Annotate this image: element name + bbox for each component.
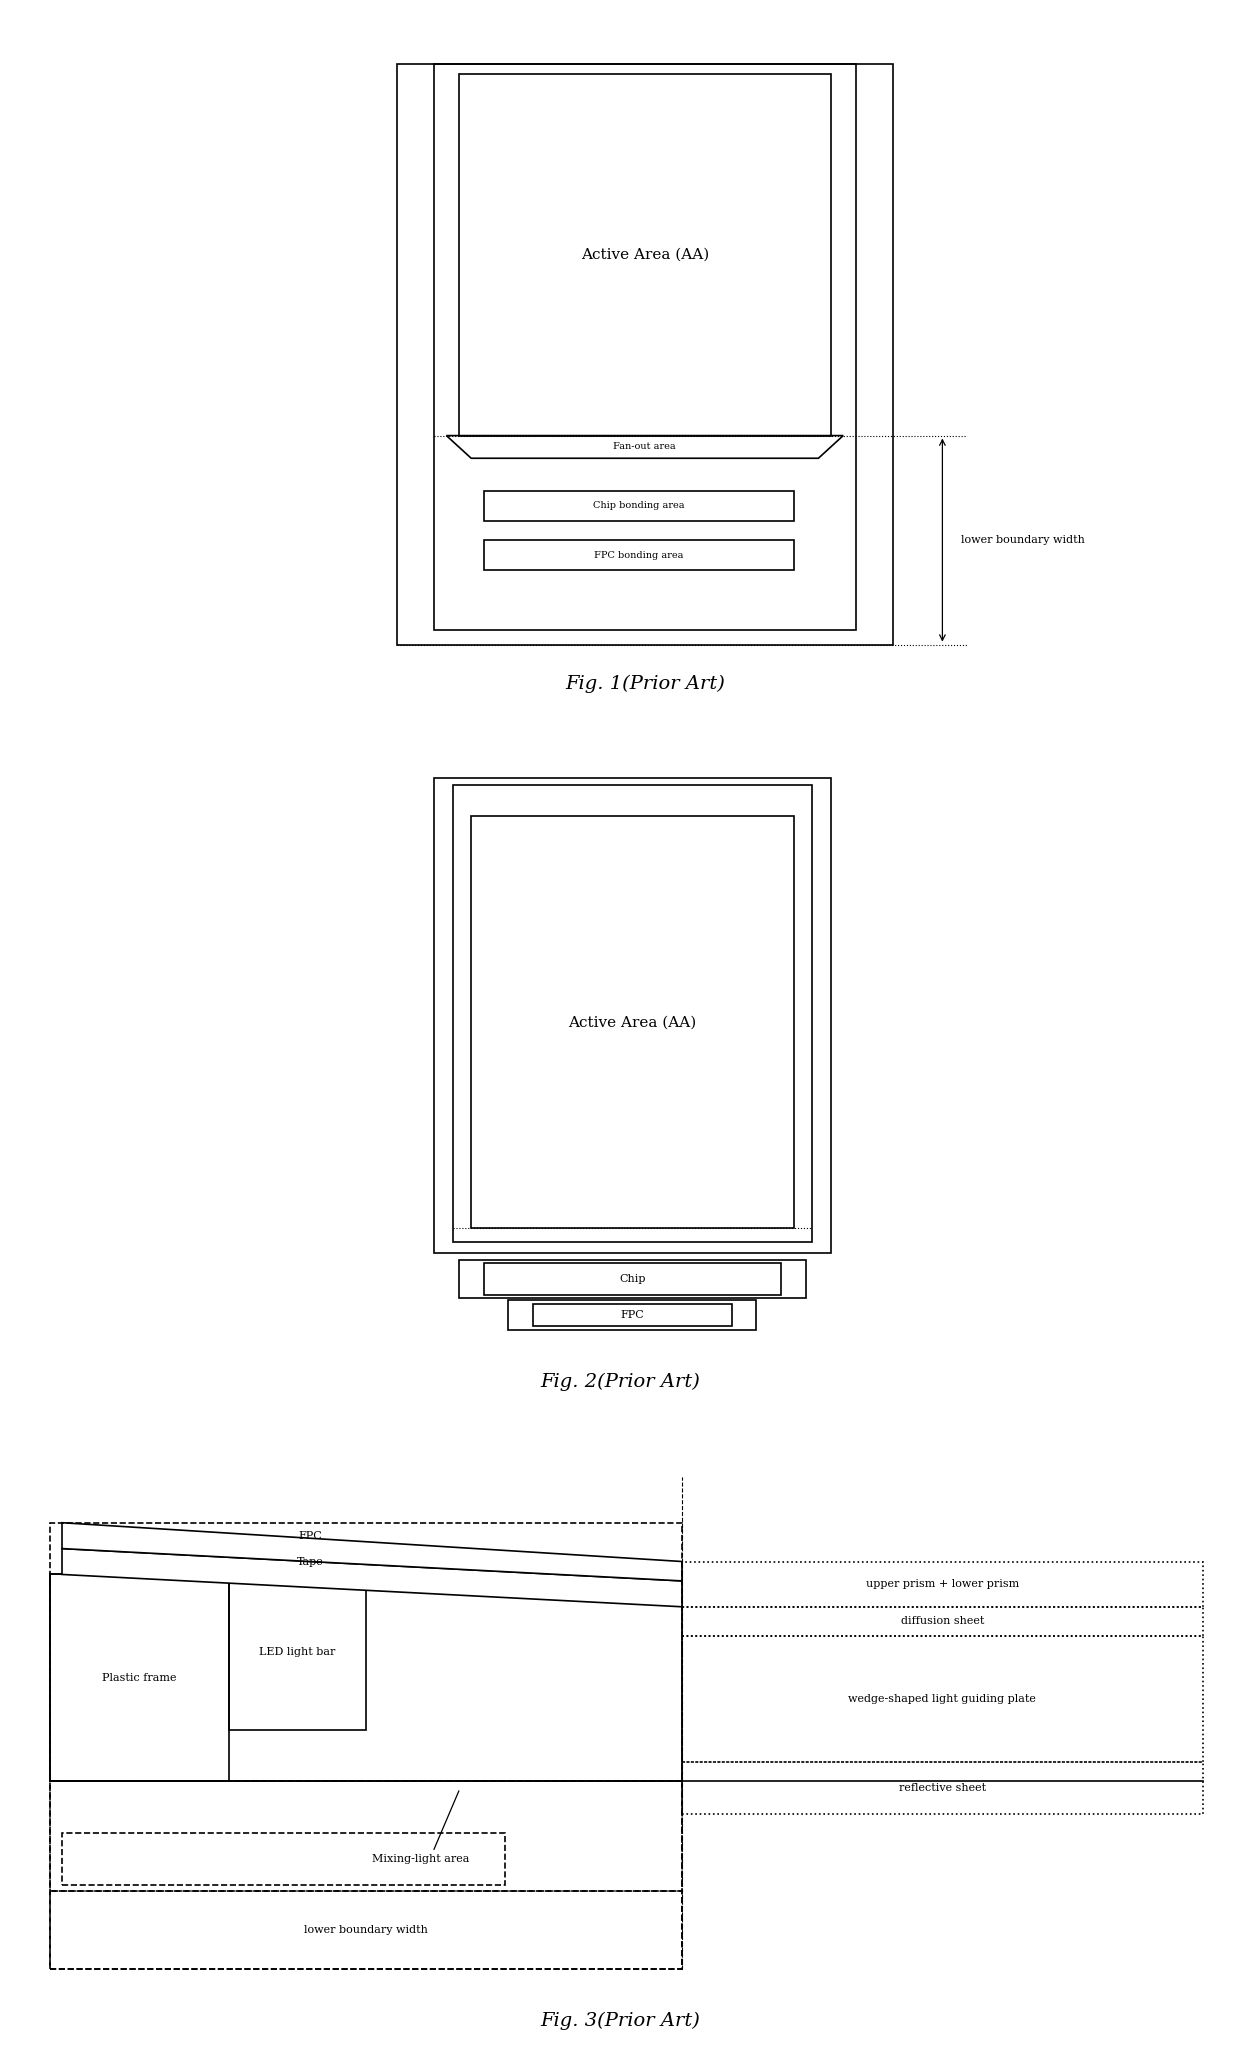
Bar [397,64,893,645]
Bar [62,1833,505,1885]
Text: Fig. 1(Prior Art): Fig. 1(Prior Art) [565,673,724,692]
Text: Fig. 3(Prior Art): Fig. 3(Prior Art) [541,2012,699,2030]
Text: FPC: FPC [298,1532,322,1540]
Bar [682,1562,1203,1607]
Text: Mixing-light area: Mixing-light area [372,1854,470,1864]
Text: Fan-out area: Fan-out area [614,443,676,452]
Text: FPC bonding area: FPC bonding area [594,550,683,560]
Bar [50,1891,682,1969]
Bar [459,1261,806,1297]
Bar [50,1523,682,1969]
Bar [682,1636,1203,1761]
Bar [508,1300,756,1330]
Bar [682,1607,1203,1636]
Bar [50,1575,229,1782]
Text: Plastic frame: Plastic frame [102,1673,177,1683]
Text: FPC: FPC [620,1310,645,1320]
Text: lower boundary width: lower boundary width [304,1926,428,1936]
Bar [50,1782,682,1891]
Text: upper prism + lower prism: upper prism + lower prism [866,1579,1019,1589]
Bar [484,1263,781,1295]
Text: Active Area (AA): Active Area (AA) [580,248,709,263]
Text: Tape: Tape [296,1556,324,1566]
Text: Fig. 2(Prior Art): Fig. 2(Prior Art) [541,1373,699,1392]
Text: Chip: Chip [619,1275,646,1283]
Bar [434,64,856,630]
Text: diffusion sheet: diffusion sheet [900,1616,985,1626]
Text: reflective sheet: reflective sheet [899,1782,986,1792]
Bar [434,778,831,1252]
Bar [453,784,812,1242]
Bar [471,817,794,1228]
Text: wedge-shaped light guiding plate: wedge-shaped light guiding plate [848,1694,1037,1704]
Text: lower boundary width: lower boundary width [961,536,1085,544]
Bar [484,491,794,521]
Bar [229,1575,366,1729]
Text: Active Area (AA): Active Area (AA) [568,1016,697,1029]
Polygon shape [62,1523,682,1581]
Bar [50,1575,682,1782]
Text: Chip bonding area: Chip bonding area [593,501,684,511]
Polygon shape [62,1548,682,1607]
Bar [682,1761,1203,1813]
Bar [459,74,831,435]
Text: LED light bar: LED light bar [259,1647,336,1657]
Bar [484,540,794,571]
Bar [533,1304,732,1326]
